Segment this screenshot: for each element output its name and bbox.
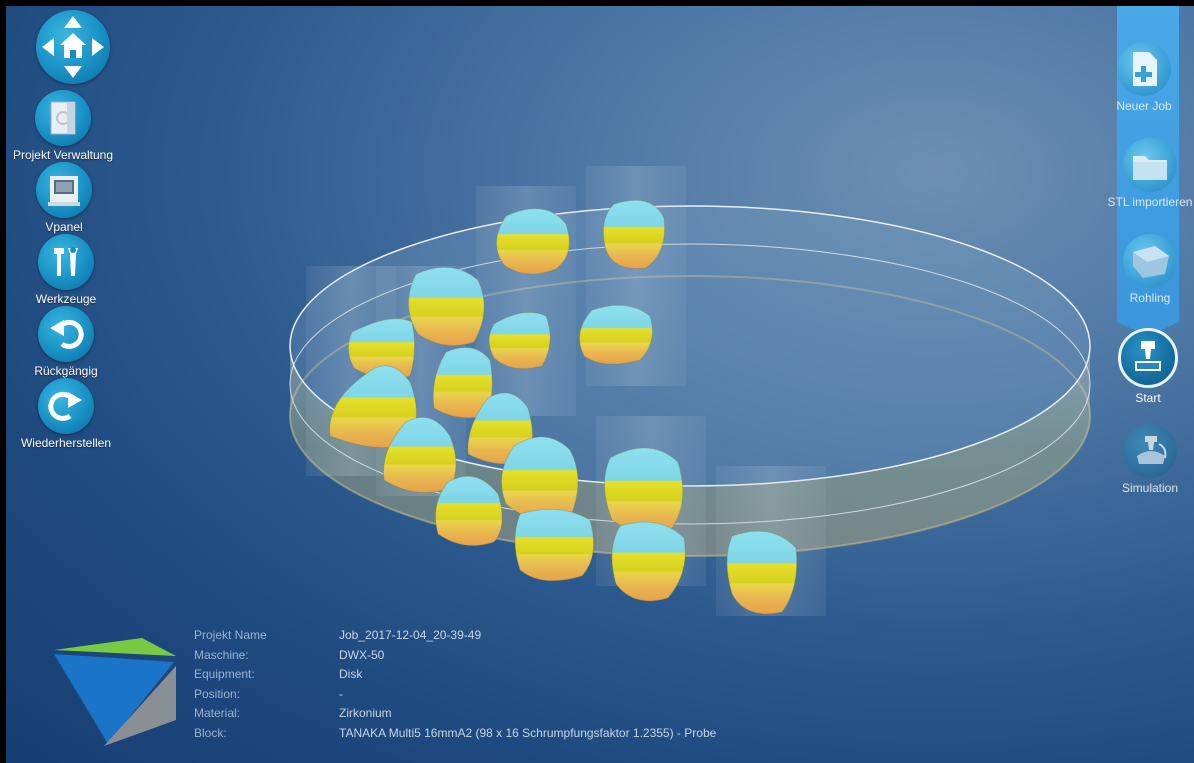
tools-icon [54, 247, 78, 276]
tooth [602, 199, 666, 270]
simulation-icon [1137, 436, 1167, 464]
info-value: Zirkonium [339, 706, 392, 720]
vpanel-icon [48, 176, 80, 206]
info-value: Disk [339, 667, 363, 681]
tooth [348, 318, 416, 380]
tooth [726, 530, 798, 615]
project-folder-icon [50, 101, 76, 135]
milling-start-icon [1135, 341, 1161, 371]
home-arrows-icon [42, 16, 104, 78]
projekt-verwaltung-label: Projekt Verwaltung [12, 148, 114, 162]
app-logo [54, 638, 176, 746]
werkzeuge-label: Werkzeuge [35, 292, 97, 306]
tooth [514, 508, 595, 582]
tooth [603, 447, 684, 533]
view-navigation-control[interactable] [36, 10, 110, 84]
info-key: Position: [194, 686, 241, 701]
rohling-label: Rohling [1129, 291, 1171, 305]
start-label: Start [1135, 391, 1161, 405]
teeth [329, 199, 798, 615]
tooth [611, 521, 686, 602]
info-key: Equipment: [194, 667, 255, 681]
redo-icon [48, 391, 82, 421]
info-value: TANAKA Multi5 16mmA2 (98 x 16 Schrumpfun… [339, 725, 717, 740]
undo-icon [50, 319, 84, 349]
info-value: Job_2017-12-04_20-39-49 [339, 628, 482, 642]
tooth [435, 475, 503, 547]
simulation-label: Simulation [1121, 481, 1179, 495]
simulation-button[interactable]: Simulation [1100, 424, 1194, 495]
blank-disk-icon [1133, 246, 1169, 278]
info-key: Material: [194, 706, 241, 720]
3d-viewport[interactable]: Projekt Verwaltung Vpanel Werkzeuge [6, 6, 1194, 763]
new-file-icon [1133, 52, 1157, 86]
start-button[interactable]: Start [1098, 328, 1194, 405]
info-key: Projekt Name [194, 628, 267, 642]
info-key: Block: [194, 725, 227, 740]
folder-icon [1133, 156, 1167, 180]
wiederherstellen-label: Wiederherstellen [20, 436, 112, 450]
info-value: DWX-50 [339, 647, 385, 662]
info-key: Maschine: [194, 647, 249, 662]
rueckgaengig-button[interactable]: Rückgängig [6, 306, 126, 378]
stl-importieren-button[interactable]: STL importieren [1100, 138, 1194, 209]
tooth [407, 266, 485, 347]
tooth [488, 311, 551, 370]
tooth [501, 436, 579, 523]
werkzeuge-button[interactable]: Werkzeuge [6, 234, 126, 306]
rueckgaengig-label: Rückgängig [34, 364, 98, 378]
neuer-job-label: Neuer Job [1116, 99, 1172, 113]
milling-disk-scene [289, 166, 1091, 616]
rohling-button[interactable]: Rohling [1100, 234, 1194, 305]
tooth [579, 304, 653, 365]
vpanel-label: Vpanel [45, 220, 83, 234]
projekt-verwaltung-button[interactable]: Projekt Verwaltung [6, 90, 120, 162]
wiederherstellen-button[interactable]: Wiederherstellen [6, 378, 126, 450]
stl-importieren-label: STL importieren [1107, 195, 1193, 209]
tooth [496, 208, 570, 275]
info-value: - [339, 686, 343, 701]
vpanel-button[interactable]: Vpanel [6, 162, 122, 234]
neuer-job-button[interactable]: Neuer Job [1094, 42, 1194, 113]
